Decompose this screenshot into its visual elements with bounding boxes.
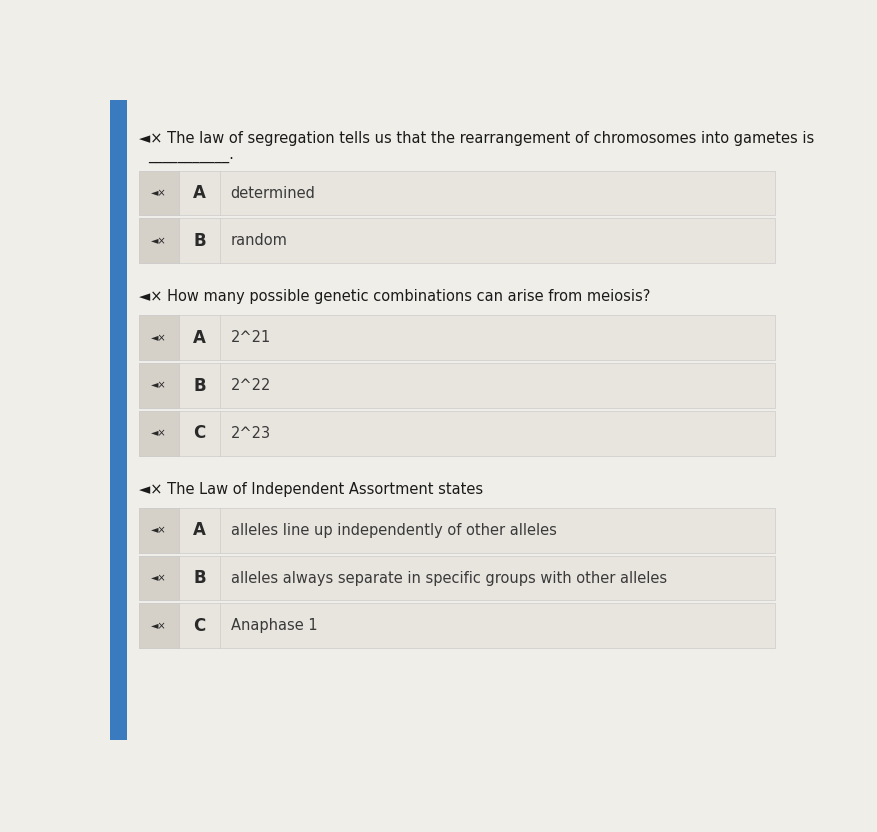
Text: ◄×: ◄× <box>152 380 167 390</box>
Bar <box>139 411 774 456</box>
Bar <box>139 556 774 601</box>
Bar <box>139 219 180 263</box>
Text: ◄×: ◄× <box>152 573 167 583</box>
Text: ◄×: ◄× <box>152 235 167 245</box>
Text: alleles line up independently of other alleles: alleles line up independently of other a… <box>231 522 556 537</box>
Text: random: random <box>231 233 288 248</box>
Text: ◄× The law of segregation tells us that the rearrangement of chromosomes into ga: ◄× The law of segregation tells us that … <box>139 131 815 146</box>
Bar <box>139 556 180 601</box>
Bar <box>139 508 774 552</box>
Text: ◄×: ◄× <box>152 621 167 631</box>
Text: ◄×: ◄× <box>152 428 167 438</box>
Bar <box>139 364 774 408</box>
Text: ◄×: ◄× <box>152 188 167 198</box>
Bar <box>139 508 180 552</box>
Text: 2^21: 2^21 <box>231 330 271 345</box>
Text: 2^22: 2^22 <box>231 378 271 393</box>
Text: alleles always separate in specific groups with other alleles: alleles always separate in specific grou… <box>231 571 667 586</box>
Text: Anaphase 1: Anaphase 1 <box>231 618 317 633</box>
Bar <box>139 364 180 408</box>
Bar <box>139 171 774 215</box>
Text: 2^23: 2^23 <box>231 426 271 441</box>
Text: ◄× The Law of Independent Assortment states: ◄× The Law of Independent Assortment sta… <box>139 482 483 497</box>
Bar <box>139 315 774 360</box>
Bar <box>139 219 774 263</box>
Text: determined: determined <box>231 186 316 201</box>
Text: ◄×: ◄× <box>152 525 167 535</box>
Text: A: A <box>193 184 206 202</box>
Text: ◄×: ◄× <box>152 333 167 343</box>
Bar <box>139 171 180 215</box>
Text: B: B <box>193 232 206 250</box>
Text: A: A <box>193 522 206 539</box>
Text: ◄× How many possible genetic combinations can arise from meiosis?: ◄× How many possible genetic combination… <box>139 290 651 305</box>
Text: ___________.: ___________. <box>148 149 234 164</box>
Bar <box>139 603 774 648</box>
Text: C: C <box>194 424 205 443</box>
Bar <box>110 100 126 740</box>
Text: B: B <box>193 377 206 394</box>
Bar <box>139 411 180 456</box>
Text: C: C <box>194 617 205 635</box>
Text: B: B <box>193 569 206 587</box>
Bar <box>139 315 180 360</box>
Text: A: A <box>193 329 206 347</box>
Bar <box>139 603 180 648</box>
